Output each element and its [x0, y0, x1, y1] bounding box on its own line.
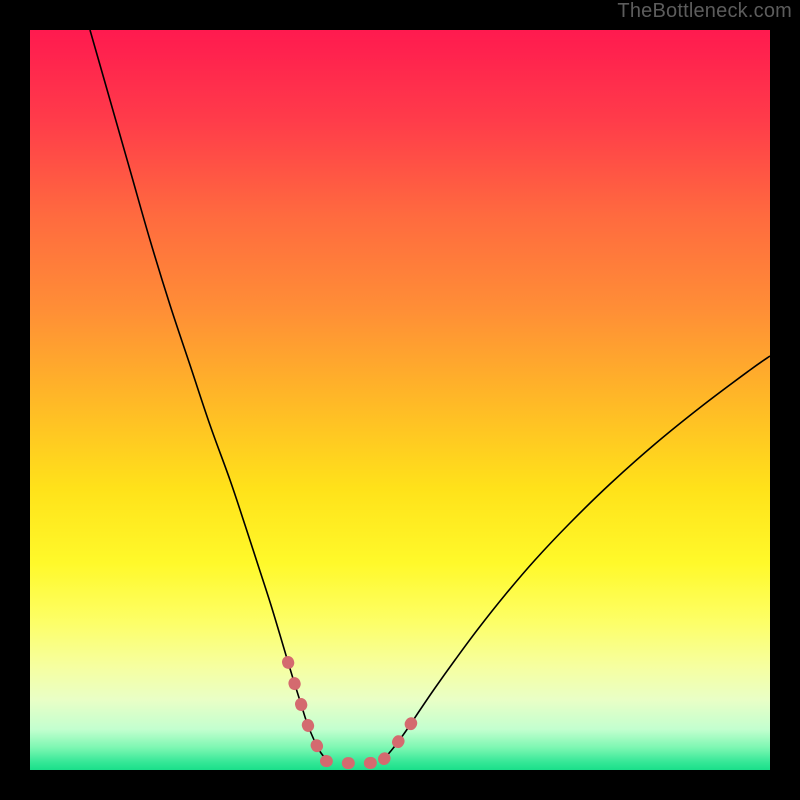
plot-area — [30, 30, 770, 770]
gradient-background — [30, 30, 770, 770]
watermark-text: TheBottleneck.com — [617, 0, 792, 23]
outer-frame: TheBottleneck.com — [0, 0, 800, 800]
